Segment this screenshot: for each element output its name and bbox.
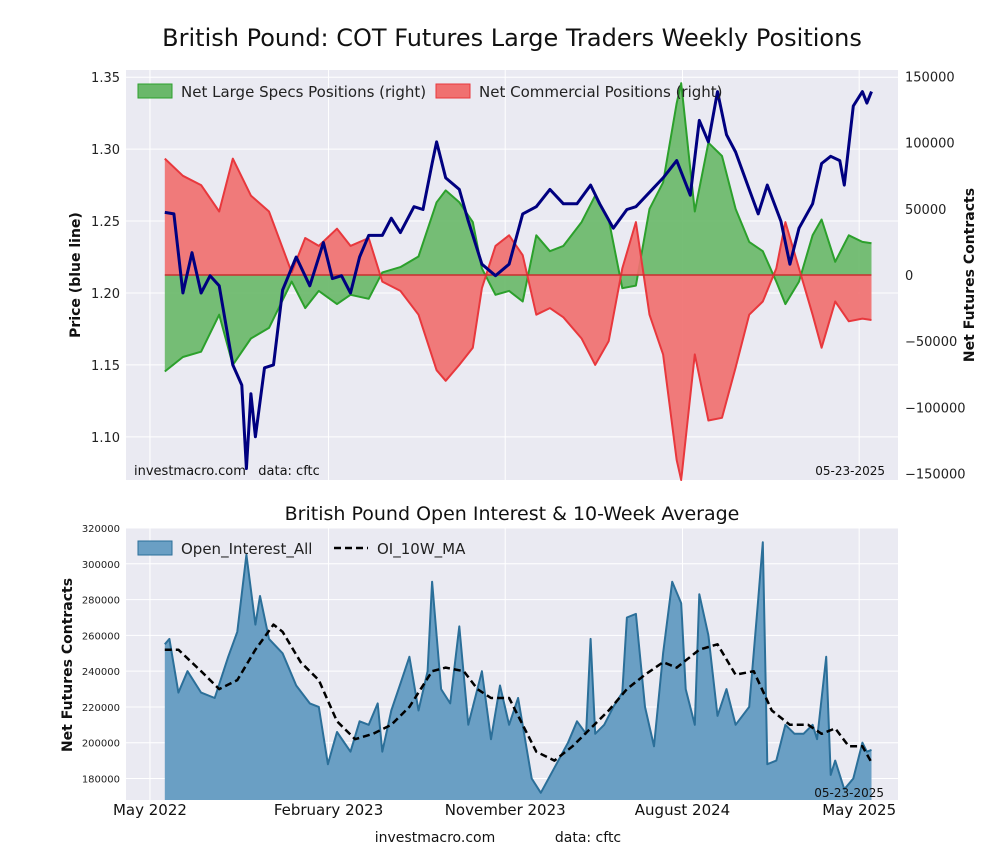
bottom-chart-title: British Pound Open Interest & 10-Week Av… bbox=[285, 503, 740, 525]
top-watermark-date: 05-23-2025 bbox=[815, 464, 885, 478]
legend-swatch-specs bbox=[137, 83, 173, 99]
top-left-axis-label: Price (blue line) bbox=[68, 212, 84, 338]
legend-label-ma: OI_10W_MA bbox=[377, 540, 466, 559]
top-right-tick-label: 100000 bbox=[905, 137, 955, 152]
bottom-x-tick-label: August 2024 bbox=[635, 801, 730, 819]
bottom-y-tick-label: 220000 bbox=[82, 703, 120, 714]
top-chart-title: British Pound: COT Futures Large Traders… bbox=[162, 24, 862, 52]
bottom-y-tick-label: 280000 bbox=[82, 596, 120, 607]
bottom-watermark-date: 05-23-2025 bbox=[814, 786, 884, 800]
bottom-axes: May 2022 February 2023 November 2023 August… bbox=[82, 524, 896, 819]
specs-line bbox=[164, 82, 872, 373]
top-left-tick-label: 1.25 bbox=[91, 215, 120, 230]
footer-site: investmacro.com bbox=[375, 830, 495, 846]
top-left-tick-label: 1.10 bbox=[91, 431, 120, 446]
top-watermark-source: investmacro.com data: cftc bbox=[134, 464, 320, 479]
commercial-line bbox=[164, 157, 872, 481]
bottom-legend: Open_Interest_All OI_10W_MA bbox=[137, 540, 466, 559]
top-series bbox=[164, 82, 873, 481]
top-legend: Net Large Specs Positions (right) Net Co… bbox=[137, 83, 723, 101]
commercial-area bbox=[164, 158, 872, 480]
bottom-y-tick-label: 240000 bbox=[82, 667, 120, 678]
top-left-tick-label: 1.30 bbox=[91, 143, 120, 158]
bottom-y-tick-label: 180000 bbox=[82, 775, 120, 786]
top-axes: 1.10 1.15 1.20 1.25 1.30 1.35 −150000 −100000 −5… bbox=[91, 71, 965, 483]
bottom-x-tick-label: May 2025 bbox=[822, 801, 896, 819]
top-left-tick-label: 1.15 bbox=[91, 359, 120, 374]
bottom-y-tick-label: 300000 bbox=[82, 560, 120, 571]
open-interest-area bbox=[164, 542, 872, 800]
top-right-tick-label: 0 bbox=[905, 269, 913, 284]
bottom-series bbox=[164, 541, 873, 800]
price-line bbox=[164, 90, 873, 470]
footer-data-source: data: cftc bbox=[555, 830, 621, 846]
top-left-tick-label: 1.35 bbox=[91, 71, 120, 86]
open-interest-line bbox=[164, 541, 872, 794]
top-right-tick-label: −100000 bbox=[905, 401, 966, 416]
bottom-x-tick-label: May 2022 bbox=[113, 801, 187, 819]
bottom-y-tick-label: 260000 bbox=[82, 631, 120, 642]
bottom-y-tick-label: 320000 bbox=[82, 524, 120, 535]
top-right-tick-label: 50000 bbox=[905, 203, 946, 218]
top-right-axis-label: Net Futures Contracts bbox=[962, 188, 978, 362]
legend-label-open-interest: Open_Interest_All bbox=[181, 540, 312, 559]
legend-swatch-open-interest bbox=[137, 540, 173, 556]
legend-swatch-commercial bbox=[435, 83, 471, 99]
ma-line bbox=[164, 623, 873, 764]
bottom-x-tick-label: November 2023 bbox=[445, 801, 566, 819]
bottom-x-tick-label: February 2023 bbox=[274, 801, 383, 819]
legend-label-specs: Net Large Specs Positions (right) bbox=[181, 83, 426, 101]
top-right-tick-label: −50000 bbox=[905, 335, 957, 350]
bottom-y-tick-label: 200000 bbox=[82, 739, 120, 750]
top-left-tick-label: 1.20 bbox=[91, 287, 120, 302]
legend-label-commercial: Net Commercial Positions (right) bbox=[479, 83, 723, 101]
top-right-tick-label: 150000 bbox=[905, 71, 955, 86]
specs-area bbox=[164, 83, 872, 372]
top-right-tick-label: −150000 bbox=[905, 467, 966, 482]
bottom-axis-label: Net Futures Contracts bbox=[60, 578, 76, 752]
